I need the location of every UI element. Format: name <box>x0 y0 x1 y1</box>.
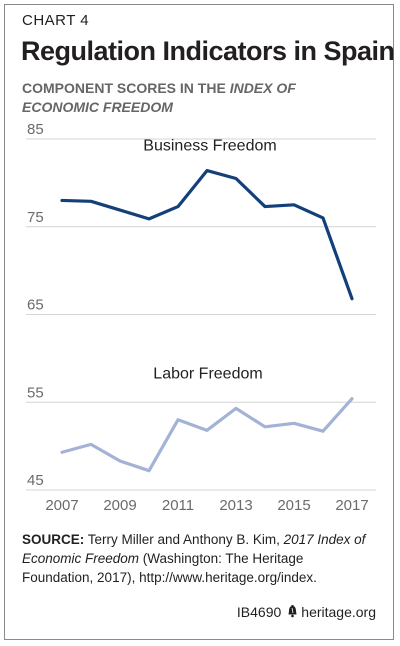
source-text-b: (Washington: The Heritage Foundation, 20… <box>22 551 317 585</box>
grid-lines <box>26 138 376 491</box>
x-axis-ticks: 2007 2009 2011 2013 2015 2017 <box>45 497 368 514</box>
series-line-business-freedom <box>60 168 354 301</box>
source-text-a: Terry Miller and Anthony B. Kim, <box>84 532 284 547</box>
subtitle-italic: INDEX OF ECONOMIC FREEDOM <box>22 80 296 115</box>
footer-code: IB4690 <box>236 604 282 620</box>
source-label: SOURCE: <box>22 532 85 547</box>
chart-title: Regulation Indicators in Spain <box>21 36 395 66</box>
line-chart: 85 75 65 55 45 2007 2009 2011 2013 2015 2017 Busi… <box>26 121 376 514</box>
footer: IB4690 heritage.org <box>237 604 376 620</box>
x-tick-label: 2017 <box>335 497 368 514</box>
y-tick-label: 45 <box>27 472 44 489</box>
series-labels: Business Freedom Labor Freedom <box>143 138 276 383</box>
chart-subtitle: COMPONENT SCORES IN THE INDEX OF ECONOMI… <box>22 79 352 117</box>
footer-site: heritage.org <box>301 604 376 620</box>
y-axis-ticks: 85 75 65 55 45 <box>27 121 44 489</box>
x-tick-label: 2013 <box>219 497 252 514</box>
y-tick-label: 55 <box>27 384 44 401</box>
x-tick-label: 2015 <box>277 497 310 514</box>
series-lines <box>60 168 354 473</box>
y-tick-label: 65 <box>27 297 44 314</box>
x-tick-label: 2009 <box>103 497 136 514</box>
subtitle-lead: COMPONENT SCORES IN THE <box>22 80 230 96</box>
series-label: Business Freedom <box>143 138 276 155</box>
y-tick-label: 75 <box>27 209 44 226</box>
series-label: Labor Freedom <box>153 366 262 383</box>
y-tick-label: 85 <box>27 121 44 138</box>
chart-kicker: CHART 4 <box>22 12 90 29</box>
source-note: SOURCE: Terry Miller and Anthony B. Kim,… <box>22 530 377 587</box>
x-tick-label: 2011 <box>162 497 194 514</box>
liberty-bell-icon <box>288 605 297 618</box>
chart-card <box>4 4 394 640</box>
x-tick-label: 2007 <box>45 497 78 514</box>
series-line-labor-freedom <box>60 397 354 473</box>
source-text-italic: 2017 Index of Economic Freedom <box>22 532 366 566</box>
